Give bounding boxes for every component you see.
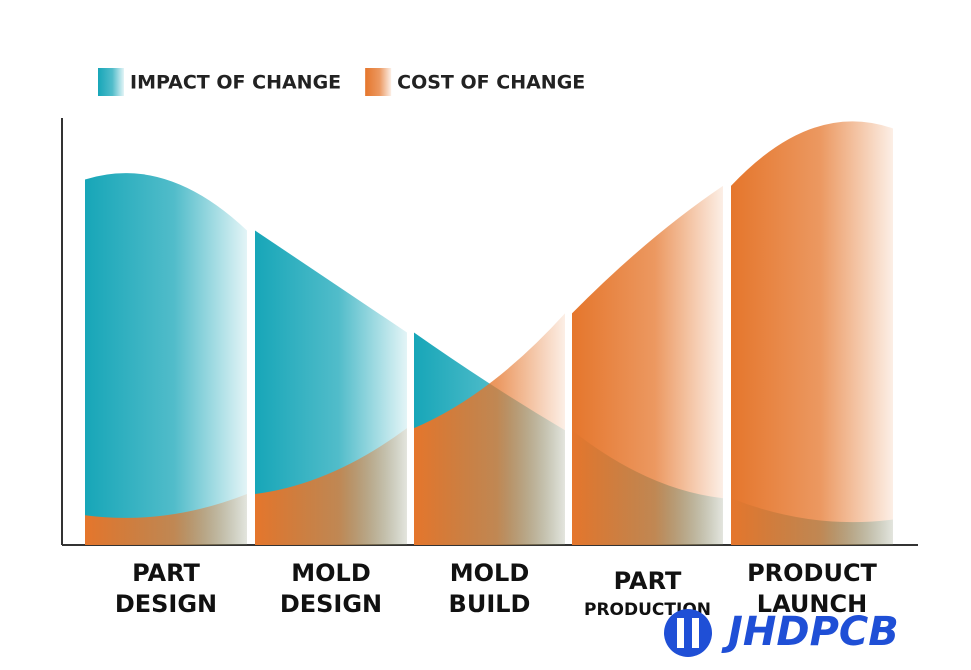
area-column [85, 494, 247, 545]
x-tick-label: DESIGN [280, 590, 382, 618]
area-column [255, 428, 407, 545]
x-tick-label: DESIGN [115, 590, 217, 618]
area-column [572, 185, 723, 545]
logo-icon [664, 609, 712, 657]
legend-label: IMPACT OF CHANGE [130, 72, 341, 94]
x-tick-label: LAUNCH [757, 590, 867, 618]
watermark: JHDPCB [721, 609, 899, 655]
x-tick-label: PART [132, 559, 200, 587]
area-column [85, 173, 247, 545]
logo: JHDPCB [664, 609, 899, 657]
legend-swatch [98, 68, 124, 96]
x-tick-label: PART [614, 567, 682, 595]
logo-icon-bar [677, 618, 684, 648]
x-tick-label: MOLD [291, 559, 371, 587]
area-column [731, 121, 893, 545]
legend-label: COST OF CHANGE [397, 72, 585, 94]
x-tick-label: PRODUCT [747, 559, 877, 587]
area-column [414, 313, 565, 545]
logo-icon-bar [692, 618, 699, 648]
x-tick-label: BUILD [449, 590, 531, 618]
legend-swatch [365, 68, 392, 96]
x-tick-label: MOLD [450, 559, 530, 587]
